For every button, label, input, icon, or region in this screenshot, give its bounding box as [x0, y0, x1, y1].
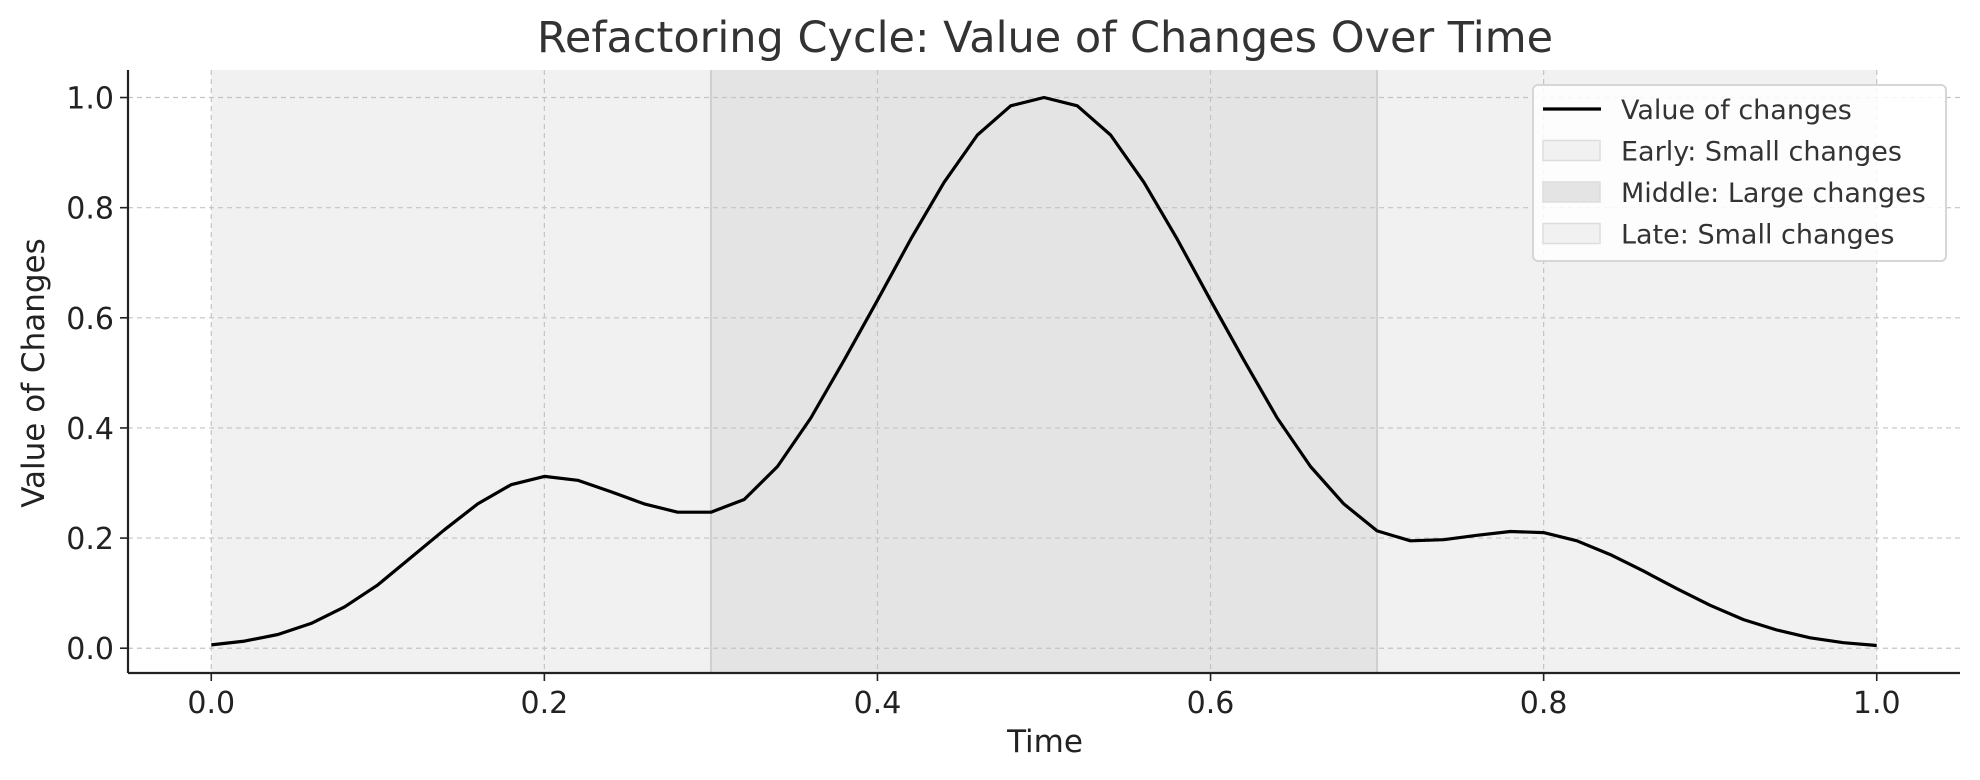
- legend-patch-swatch: [1542, 181, 1601, 203]
- x-tick-label: 0.4: [854, 686, 902, 721]
- y-tick-label: 0.4: [66, 412, 114, 447]
- y-tick-label: 0.0: [66, 632, 114, 667]
- chart-title: Refactoring Cycle: Value of Changes Over…: [537, 13, 1553, 63]
- legend-box: [1532, 84, 1947, 262]
- axes: 0.0 0.2 0.4 0.6 0.8 1.0 0.0 0.2 0.4 0.6 0.8 1.0: [66, 70, 1960, 721]
- x-tick-label: 1.0: [1853, 686, 1901, 721]
- x-tick-label: 0.8: [1520, 686, 1568, 721]
- shaded-regions: [211, 70, 1877, 673]
- legend-patch-swatch: [1542, 222, 1601, 245]
- legend: Value of changes Early: Small changes Midd…: [1532, 84, 1947, 262]
- legend-patch-swatch: [1542, 139, 1601, 162]
- y-tick-label: 0.6: [66, 302, 114, 337]
- y-axis-title: Value of Changes: [16, 238, 52, 508]
- legend-label: Value of changes: [1621, 95, 1852, 126]
- legend-label: Late: Small changes: [1621, 220, 1894, 251]
- shaded-region-1: [710, 70, 1378, 673]
- y-tick-label: 0.8: [66, 192, 114, 227]
- series-lines: [211, 95, 1877, 648]
- x-tick-label: 0.2: [521, 686, 569, 721]
- legend-label: Middle: Large changes: [1621, 178, 1926, 209]
- x-tick-label: 0.0: [187, 686, 235, 721]
- x-axis-title: Time: [1006, 724, 1083, 760]
- shaded-region-0: [211, 70, 711, 673]
- y-tick-label: 1.0: [66, 82, 114, 117]
- y-tick-label: 0.2: [66, 522, 114, 557]
- series-line-0: [211, 95, 1877, 648]
- x-tick-label: 0.6: [1187, 686, 1235, 721]
- legend-label: Early: Small changes: [1621, 137, 1902, 168]
